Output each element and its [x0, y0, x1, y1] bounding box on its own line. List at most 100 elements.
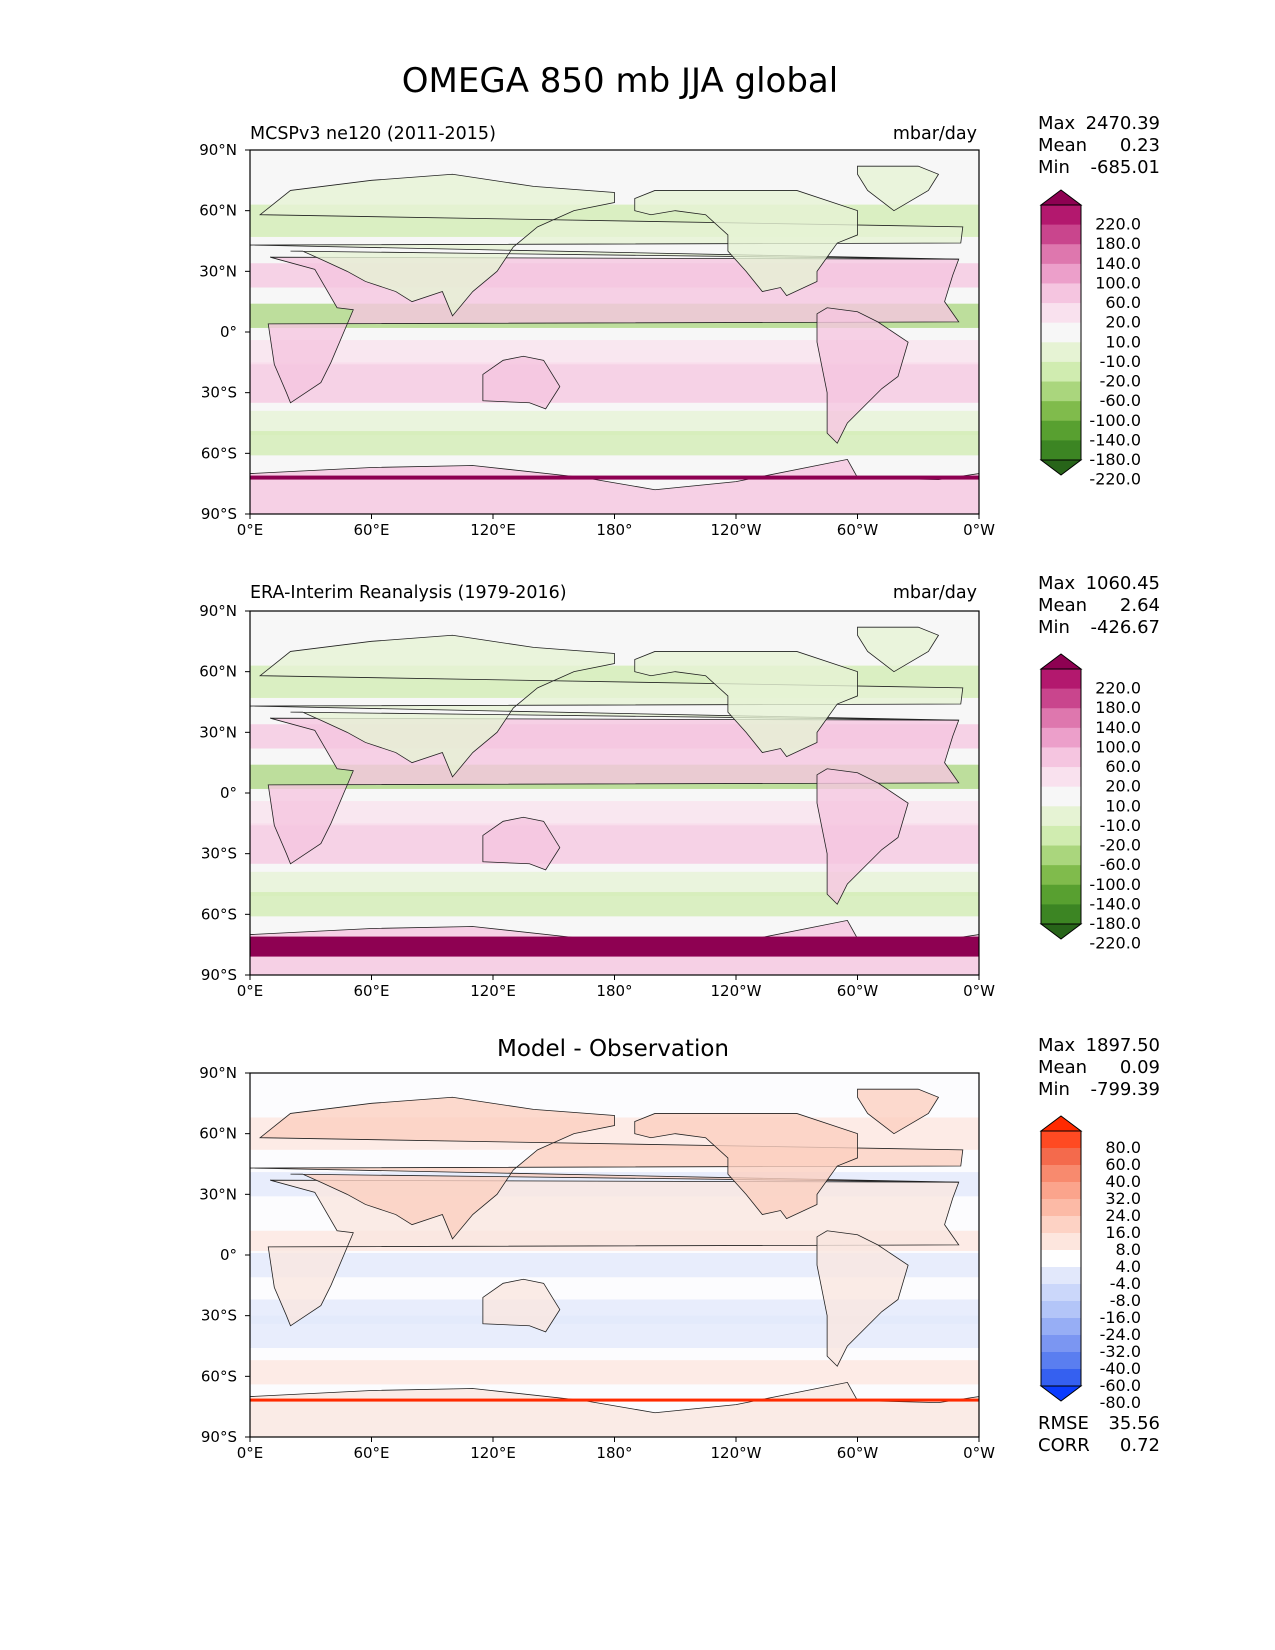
colorbar-segment — [1041, 244, 1081, 265]
x-tick-label: 120°W — [711, 982, 762, 1000]
colorbar-segment — [1041, 205, 1081, 226]
colorbar-segment — [1041, 1216, 1081, 1234]
colorbar-extend-bottom — [1039, 459, 1083, 476]
coastline — [634, 651, 858, 758]
coastline — [816, 1230, 909, 1367]
colorbar-level-label: 8.0 — [1116, 1240, 1141, 1259]
colorbar-level-label: -100.0 — [1089, 411, 1141, 430]
y-tick-label: 30°S — [201, 1307, 237, 1325]
colorbar-level-label: -20.0 — [1100, 836, 1141, 855]
x-tick-label: 0°E — [237, 521, 264, 539]
colorbar-level-label: 32.0 — [1105, 1189, 1141, 1208]
panel-model: MCSPv3 ne120 (2011-2015) mbar/day 0°E 60°… — [199, 113, 1160, 539]
colorbar-segment — [1041, 322, 1081, 343]
coastline — [816, 768, 909, 905]
colorbar-level-label: -140.0 — [1089, 894, 1141, 913]
colorbar-level-label: -220.0 — [1089, 470, 1141, 489]
colorbar: 220.0180.0140.0100.060.020.010.0-10.0-20… — [1039, 189, 1141, 489]
y-tick-label: 60°N — [199, 1125, 237, 1143]
colorbar-level-label: 20.0 — [1105, 777, 1141, 796]
colorbar-segment — [1041, 747, 1081, 768]
colorbar-segment — [1041, 904, 1081, 925]
colorbar-level-label: 10.0 — [1105, 332, 1141, 351]
coastline — [857, 626, 940, 673]
field-band — [250, 1360, 979, 1385]
map-field — [250, 611, 979, 975]
y-tick-label: 90°N — [199, 1064, 237, 1082]
colorbar-segment — [1041, 440, 1081, 461]
colorbar-segment — [1041, 1335, 1081, 1353]
x-tick-label: 60°E — [353, 521, 389, 539]
x-tick-label: 60°W — [837, 1444, 879, 1462]
colorbar-segment — [1041, 1318, 1081, 1336]
colorbar-level-label: -10.0 — [1100, 816, 1141, 835]
rmse-value: 35.56 — [1108, 1413, 1160, 1434]
x-tick-label: 120°E — [470, 1444, 516, 1462]
colorbar-level-label: 60.0 — [1105, 757, 1141, 776]
x-tick-label: 120°W — [711, 1444, 762, 1462]
x-tick-label: 120°W — [711, 521, 762, 539]
colorbar-level-label: 60.0 — [1105, 1155, 1141, 1174]
colorbar-segment — [1041, 303, 1081, 324]
colorbar: 220.0180.0140.0100.060.020.010.0-10.0-20… — [1039, 653, 1141, 953]
colorbar-segment — [1041, 1301, 1081, 1319]
x-tick-label: 0°W — [963, 521, 995, 539]
colorbar-segment — [1041, 1369, 1081, 1387]
colorbar-segment — [1041, 1148, 1081, 1166]
x-tick-label: 180° — [596, 521, 632, 539]
stat-mean-value: 2.64 — [1120, 595, 1160, 616]
colorbar-segment — [1041, 865, 1081, 886]
colorbar-level-label: 220.0 — [1095, 679, 1141, 698]
coastline — [250, 634, 964, 778]
colorbar-segment — [1041, 688, 1081, 709]
x-tick-label: 60°E — [353, 1444, 389, 1462]
colorbar-segment — [1041, 767, 1081, 788]
colorbar-level-label: 220.0 — [1095, 215, 1141, 234]
x-tick-label: 0°E — [237, 982, 264, 1000]
stat-min-value: -685.01 — [1091, 157, 1160, 178]
stat-max-value: 2470.39 — [1086, 113, 1160, 134]
colorbar-level-label: -180.0 — [1089, 450, 1141, 469]
x-tick-label: 120°E — [470, 521, 516, 539]
coastline — [250, 458, 979, 514]
stat-mean-value: 0.23 — [1120, 135, 1160, 156]
coastline — [816, 307, 909, 444]
x-tick-label: 120°E — [470, 982, 516, 1000]
colorbar-segment — [1041, 1352, 1081, 1370]
y-tick-label: 90°N — [199, 602, 237, 620]
antarctic-edge — [250, 936, 979, 957]
colorbar-level-label: -8.0 — [1110, 1291, 1141, 1310]
colorbar-level-label: 4.0 — [1116, 1257, 1141, 1276]
y-tick-label: 90°S — [201, 966, 237, 984]
coastline — [482, 355, 561, 410]
panel-title: ERA-Interim Reanalysis (1979-2016) — [250, 583, 567, 603]
y-tick-label: 30°N — [199, 262, 237, 280]
colorbar-segment — [1041, 845, 1081, 866]
panel-title: MCSPv3 ne120 (2011-2015) — [250, 124, 496, 144]
colorbar-segment — [1041, 806, 1081, 827]
colorbar-segment — [1041, 1233, 1081, 1251]
coastline — [250, 173, 964, 317]
figure-title: OMEGA 850 mb JJA global — [402, 61, 838, 101]
x-tick-label: 0°E — [237, 1444, 264, 1462]
colorbar-segment — [1041, 224, 1081, 245]
antarctic-edge — [250, 1398, 979, 1402]
y-tick-label: 30°N — [199, 1185, 237, 1203]
y-tick-label: 90°S — [201, 1428, 237, 1446]
y-tick-label: 60°N — [199, 202, 237, 220]
corr-label: CORR — [1038, 1435, 1090, 1456]
colorbar-segment — [1041, 1267, 1081, 1285]
colorbar-level-label: 60.0 — [1105, 293, 1141, 312]
colorbar-level-label: 140.0 — [1095, 718, 1141, 737]
y-tick-label: 30°N — [199, 723, 237, 741]
colorbar-frame — [1040, 204, 1082, 461]
y-tick-label: 60°S — [201, 1367, 237, 1385]
stat-min-value: -799.39 — [1091, 1079, 1160, 1100]
map-field — [250, 150, 979, 514]
colorbar-segment — [1041, 1199, 1081, 1217]
colorbar-segment — [1041, 361, 1081, 383]
colorbar-level-label: -220.0 — [1089, 934, 1141, 953]
colorbar-segment — [1041, 381, 1081, 402]
coastline — [250, 1381, 979, 1437]
rmse-label: RMSE — [1038, 1413, 1089, 1434]
